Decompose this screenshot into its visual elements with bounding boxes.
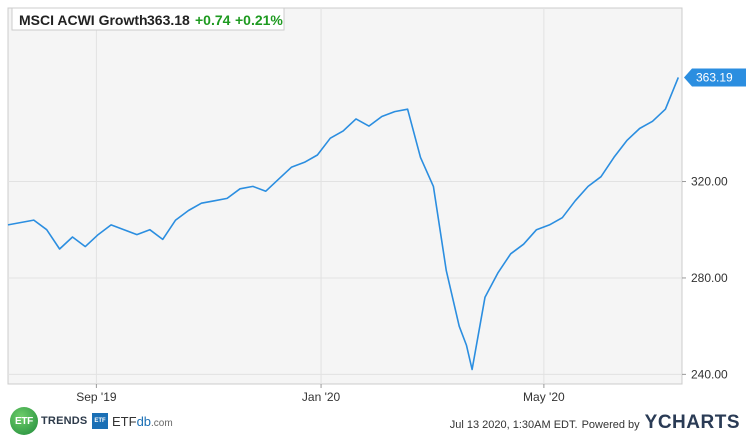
etfdb-logo[interactable]: ETF ETFdb.com (92, 410, 173, 432)
legend-last-value: 363.18 (147, 12, 190, 28)
series-line (7, 77, 680, 371)
plot-area (7, 7, 683, 385)
footer: ETF TRENDS ETF ETFdb.com Jul 13 2020, 1:… (0, 400, 750, 442)
ycharts-logo[interactable]: YCHARTS (644, 412, 740, 433)
y-tick-label: 280.00 (691, 271, 728, 285)
etfdb-box-icon: ETF (92, 413, 108, 429)
y-tick-label: 240.00 (691, 367, 728, 381)
etftrends-logo[interactable]: ETF TRENDS (10, 406, 87, 436)
series-line-group (7, 77, 680, 371)
last-value-badge (684, 68, 746, 87)
y-tick-label: 320.00 (691, 175, 728, 189)
timestamp: Jul 13 2020, 1:30AM EDT. (449, 419, 578, 431)
etfdb-text: ETFdb.com (112, 414, 173, 429)
x-tick-label: Jan '20 (302, 390, 341, 404)
legend-change: +0.74 (195, 12, 231, 28)
etfdb-db: db (136, 413, 152, 429)
grid-lines (8, 8, 682, 384)
credit: Jul 13 2020, 1:30AM EDT. Powered by YCHA… (450, 412, 740, 434)
last-value-marker: 363.19 (684, 68, 746, 87)
etfdb-etf: ETF (112, 413, 137, 429)
etftrends-text: TRENDS (41, 415, 88, 427)
powered-by-label: Powered by (581, 419, 640, 431)
etftrends-badge-icon: ETF (10, 407, 38, 435)
x-tick-label: Sep '19 (76, 390, 117, 404)
y-axis: 240.00 280.00 320.00 (682, 175, 728, 381)
last-value-label: 363.19 (696, 70, 733, 84)
x-axis: Sep '19 Jan '20 May '20 (76, 384, 565, 404)
legend-change-pct: +0.21% (235, 12, 283, 28)
legend-title: MSCI ACWI Growth (19, 12, 148, 28)
x-tick-label: May '20 (523, 390, 565, 404)
legend-box (11, 7, 285, 31)
etfdb-com: .com (151, 417, 173, 429)
